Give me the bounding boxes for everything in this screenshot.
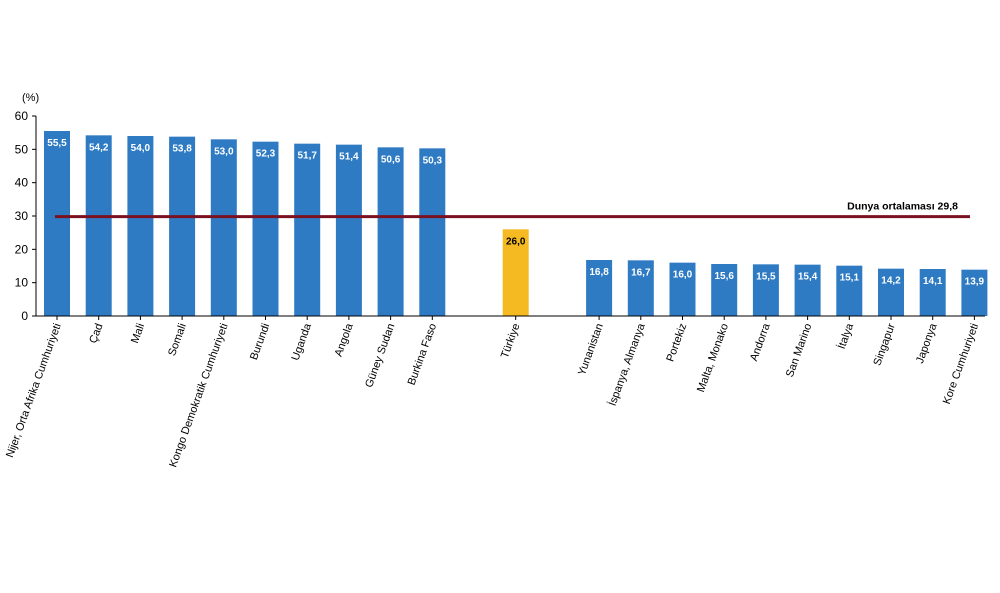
- data-label: 16,0: [673, 270, 693, 281]
- data-label: 52,3: [256, 149, 276, 160]
- bar: [961, 269, 988, 316]
- data-label: 15,4: [798, 272, 818, 283]
- category-labels: Nijer, Orta Afrika Cumhuriyeti Çad Mali Som…: [4, 316, 981, 469]
- bar: [752, 264, 779, 316]
- data-label: 54,0: [131, 143, 151, 154]
- data-label: 15,6: [714, 271, 734, 282]
- x-category-label: İspanya, Almanya: [606, 321, 648, 408]
- bars: 55,5 54,2 54,0 53,8 53,0 52,3 51,7 51,4 50,6 50,3…: [44, 131, 988, 316]
- bar: [252, 141, 279, 316]
- x-category-label: Burkina Faso: [406, 322, 439, 387]
- data-label: 15,1: [840, 273, 860, 284]
- data-label: 14,2: [881, 276, 901, 287]
- y-tick-label: 20: [15, 242, 29, 256]
- y-axis: 0 10 20 30 40 50 60: [15, 109, 36, 323]
- x-category-label: Japonya: [914, 321, 940, 365]
- x-category-label: Kore Cumhuriyeti: [941, 322, 981, 406]
- bar: [878, 268, 904, 316]
- data-label: 54,2: [89, 142, 109, 153]
- data-label: 15,5: [756, 271, 776, 282]
- x-category-label: Angola: [333, 321, 356, 358]
- y-tick-label: 10: [15, 276, 29, 290]
- world-average-label: Dunya ortalaması 29,8: [847, 201, 958, 213]
- bar: [711, 264, 738, 316]
- data-label: 50,3: [423, 155, 443, 166]
- x-category-label: Çad: [87, 322, 105, 345]
- bar: [419, 148, 446, 316]
- bar: [669, 262, 696, 316]
- x-category-label: Uganda: [290, 321, 315, 362]
- y-tick-label: 50: [15, 142, 29, 156]
- data-label: 51,7: [297, 151, 317, 162]
- y-tick-label: 60: [15, 109, 29, 123]
- data-label: 16,7: [631, 267, 651, 278]
- x-category-label: Yunanistan: [576, 322, 606, 377]
- y-tick-label: 30: [15, 209, 29, 223]
- bar: [586, 260, 613, 316]
- data-label: 16,8: [589, 267, 609, 278]
- y-tick-label: 40: [15, 176, 29, 190]
- bar: [169, 136, 196, 316]
- data-label: 13,9: [965, 277, 985, 288]
- bar: [294, 143, 321, 316]
- x-category-label: Malta, Monako: [695, 322, 731, 394]
- bar: [127, 136, 154, 316]
- x-category-label: İtalya: [835, 321, 857, 351]
- x-category-label: San Marino: [784, 322, 815, 379]
- data-label: 14,1: [923, 276, 943, 287]
- y-tick-label: 0: [21, 309, 28, 323]
- data-label: 53,8: [172, 144, 192, 155]
- x-category-label: Somali: [166, 322, 189, 358]
- bar: [919, 269, 946, 316]
- bar: [85, 135, 112, 316]
- y-axis-unit-label: (%): [22, 92, 39, 104]
- x-category-label: Nijer, Orta Afrika Cumhuriyeti: [4, 322, 64, 459]
- x-category-label: Andorra: [748, 321, 773, 363]
- bar: [44, 131, 70, 316]
- x-category-label: Singapur: [871, 322, 897, 368]
- x-category-label: Türkiye: [499, 322, 523, 360]
- bar: [210, 139, 237, 316]
- x-category-label: Güney Sudan: [363, 322, 397, 389]
- x-category-label: Mali: [129, 322, 147, 345]
- bar: [794, 264, 821, 316]
- bar: [502, 229, 529, 316]
- bar: [836, 265, 863, 316]
- data-label: 26,0: [506, 236, 526, 247]
- data-label: 53,0: [214, 146, 234, 157]
- data-label: 51,4: [339, 152, 359, 163]
- data-label: 55,5: [47, 138, 67, 149]
- x-category-label: Burundi: [248, 322, 272, 362]
- bar: [377, 147, 404, 316]
- bar: [627, 260, 654, 316]
- data-label: 50,6: [381, 154, 401, 165]
- bar: [335, 144, 362, 316]
- x-category-label: Portekiz: [664, 322, 689, 363]
